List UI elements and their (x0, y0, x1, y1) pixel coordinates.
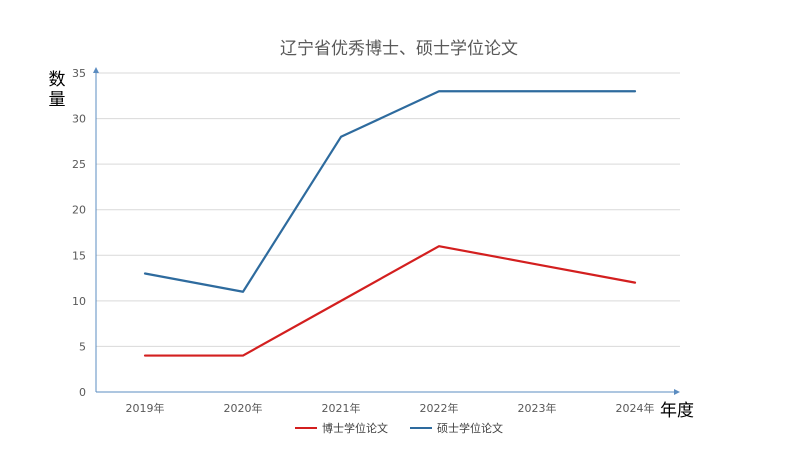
x-tick-label-5: 2024年 (616, 401, 655, 415)
chart-title: 辽宁省优秀博士、硕士学位论文 (280, 39, 518, 59)
legend-item-master: 硕士学位论文 (410, 420, 503, 436)
legend-label-phd: 博士学位论文 (322, 422, 388, 435)
series-line-1 (143, 90, 637, 293)
x-axis-arrow (674, 389, 680, 395)
legend-label-master: 硕士学位论文 (437, 422, 503, 435)
y-tick-label-30: 30 (72, 113, 86, 126)
y-tick-label-20: 20 (72, 204, 86, 217)
y-tick-label-35: 35 (72, 67, 86, 80)
x-tick-label-1: 2020年 (224, 401, 263, 415)
x-axis-title: 年度 (660, 401, 694, 421)
y-tick-label-5: 5 (79, 340, 86, 353)
y-tick-label-0: 0 (79, 386, 86, 399)
y-tick-label-15: 15 (72, 249, 86, 262)
y-axis-arrow (93, 67, 99, 73)
legend-item-phd: 博士学位论文 (295, 420, 388, 436)
x-tick-label-4: 2023年 (518, 401, 557, 415)
legend-swatch-master (410, 426, 432, 430)
x-tick-label-3: 2022年 (420, 401, 459, 415)
x-tick-label-2: 2021年 (322, 401, 361, 415)
y-tick-label-25: 25 (72, 158, 86, 171)
legend: 博士学位论文 硕士学位论文 (0, 420, 798, 436)
x-tick-label-0: 2019年 (126, 401, 165, 415)
y-axis-title: 数量 (48, 70, 66, 110)
legend-swatch-phd (295, 426, 317, 430)
y-tick-label-10: 10 (72, 295, 86, 308)
series-line-0 (143, 245, 637, 357)
